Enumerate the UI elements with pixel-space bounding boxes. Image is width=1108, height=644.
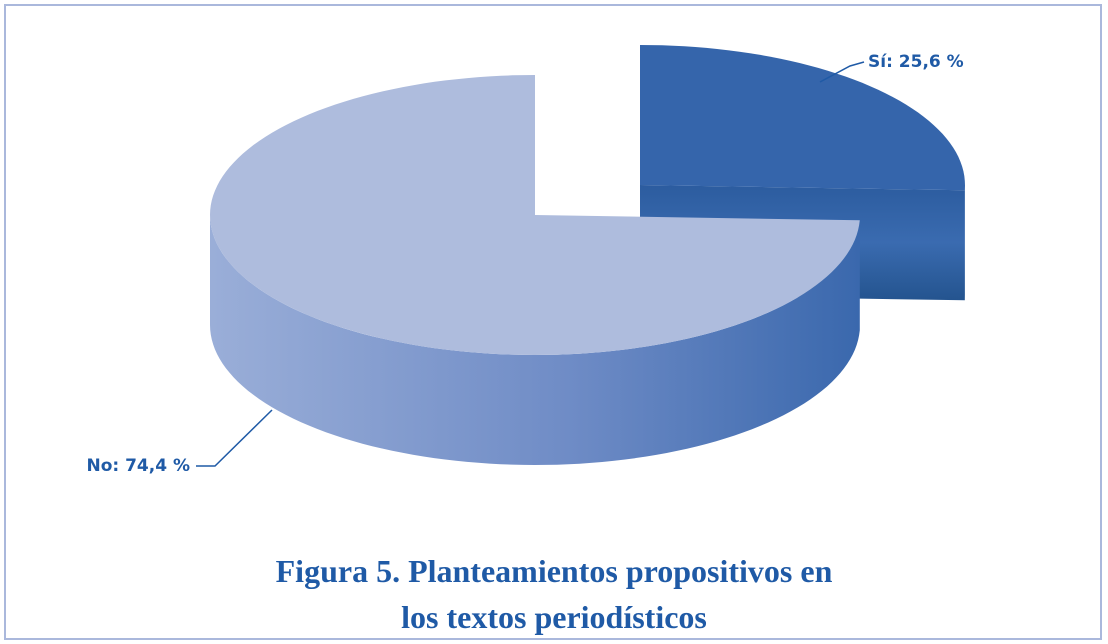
leader-line xyxy=(196,409,273,467)
data-label: No: 74,4 % xyxy=(86,456,190,476)
pie-slice xyxy=(640,45,965,191)
slice-side xyxy=(210,215,860,465)
leader-line xyxy=(819,61,865,83)
data-label: Sí: 25,6 % xyxy=(868,52,964,72)
pie-slice xyxy=(210,75,860,355)
chart-title: Figura 5. Planteamientos propositivos en… xyxy=(275,553,833,635)
frame xyxy=(4,4,1102,640)
